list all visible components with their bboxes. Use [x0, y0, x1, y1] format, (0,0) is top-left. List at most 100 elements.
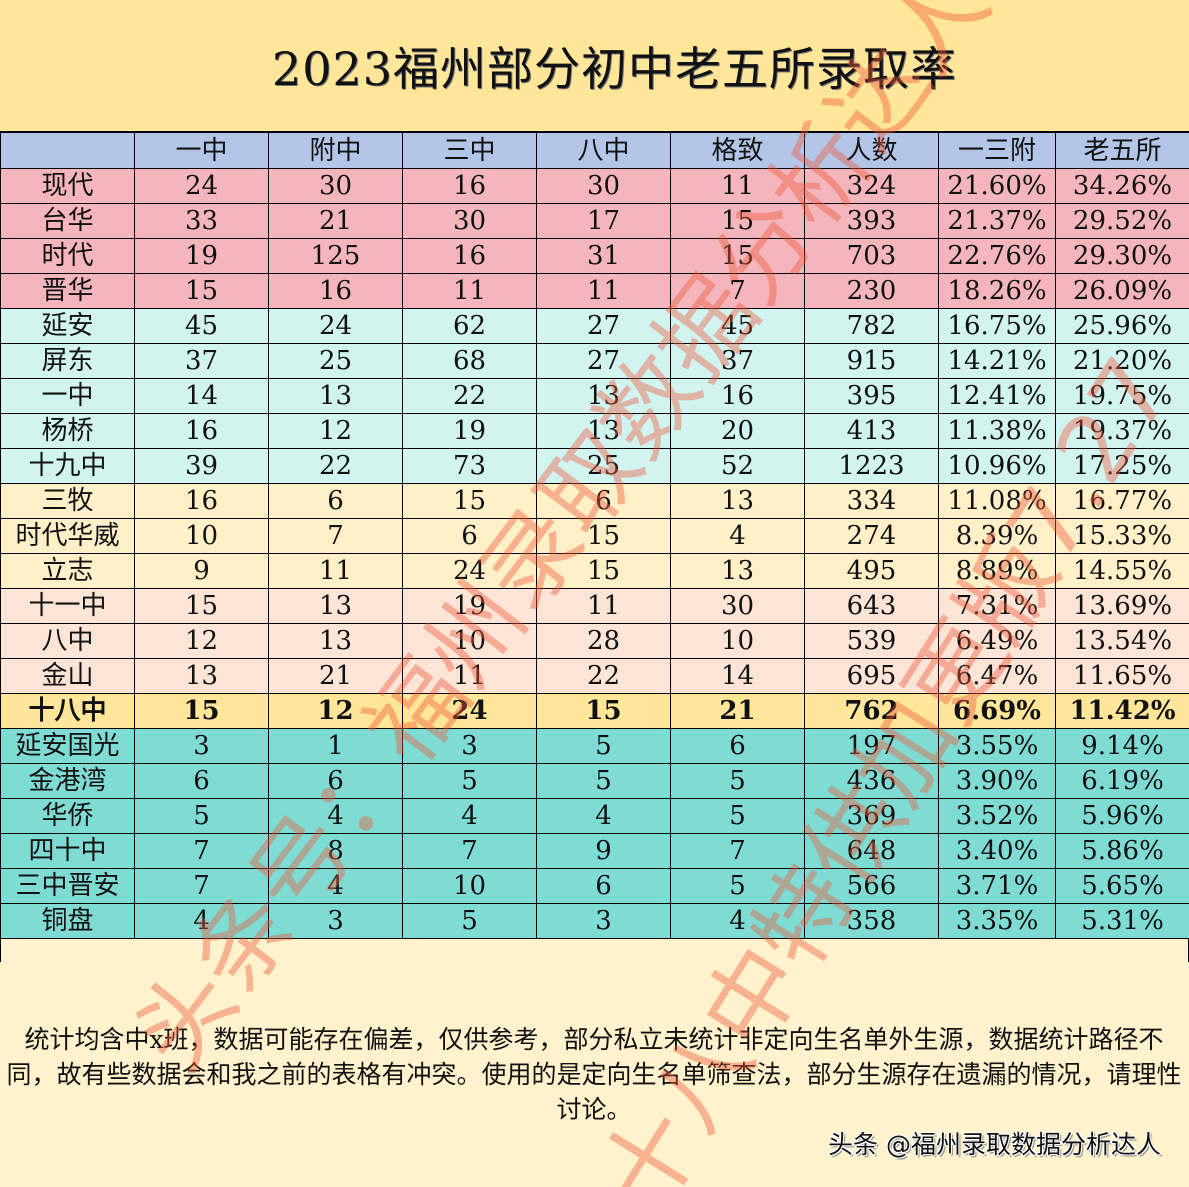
cell-school: 十八中	[0, 693, 135, 729]
cell-school: 时代	[0, 238, 135, 274]
cell-fuzhong: 8	[268, 833, 403, 869]
cell-laowusuo: 5.96%	[1055, 798, 1189, 834]
table-row: 铜盘 4 3 5 3 4 358 3.35% 5.31%	[0, 903, 1189, 939]
cell-yizhong: 24	[134, 168, 269, 204]
cell-sanzhong: 10	[402, 868, 537, 904]
cell-laowusuo: 13.69%	[1055, 588, 1189, 624]
cell-yizhong: 45	[134, 308, 269, 344]
cell-yisanfu: 3.90%	[938, 763, 1056, 799]
table-row: 十八中 15 12 24 15 21 762 6.69% 11.42%	[0, 693, 1189, 729]
cell-yizhong: 16	[134, 413, 269, 449]
cell-school: 三牧	[0, 483, 135, 519]
cell-bazhong: 13	[536, 413, 671, 449]
cell-gezhi: 15	[670, 238, 805, 274]
cell-yisanfu: 6.49%	[938, 623, 1056, 659]
cell-count: 703	[804, 238, 939, 274]
cell-bazhong: 27	[536, 343, 671, 379]
cell-sanzhong: 73	[402, 448, 537, 484]
cell-yisanfu: 21.60%	[938, 168, 1056, 204]
cell-count: 566	[804, 868, 939, 904]
cell-count: 358	[804, 903, 939, 939]
cell-bazhong: 11	[536, 273, 671, 309]
cell-school: 现代	[0, 168, 135, 204]
cell-count: 274	[804, 518, 939, 554]
table-row: 金山 13 21 11 22 14 695 6.47% 11.65%	[0, 658, 1189, 694]
cell-school: 时代华威	[0, 518, 135, 554]
cell-yisanfu: 3.52%	[938, 798, 1056, 834]
cell-count: 539	[804, 623, 939, 659]
cell-yizhong: 39	[134, 448, 269, 484]
cell-gezhi: 45	[670, 308, 805, 344]
cell-laowusuo: 5.31%	[1055, 903, 1189, 939]
cell-fuzhong: 30	[268, 168, 403, 204]
cell-yisanfu: 6.47%	[938, 658, 1056, 694]
cell-school: 四十中	[0, 833, 135, 869]
cell-school: 晋华	[0, 273, 135, 309]
cell-fuzhong: 3	[268, 903, 403, 939]
header-school	[0, 132, 135, 169]
cell-gezhi: 5	[670, 798, 805, 834]
table-row: 延安国光 3 1 3 5 6 197 3.55% 9.14%	[0, 728, 1189, 764]
cell-bazhong: 25	[536, 448, 671, 484]
table-row: 一中 14 13 22 13 16 395 12.41% 19.75%	[0, 378, 1189, 414]
cell-bazhong: 15	[536, 693, 671, 729]
cell-yizhong: 7	[134, 868, 269, 904]
cell-bazhong: 15	[536, 518, 671, 554]
cell-count: 1223	[804, 448, 939, 484]
cell-sanzhong: 15	[402, 483, 537, 519]
cell-fuzhong: 6	[268, 763, 403, 799]
cell-gezhi: 13	[670, 483, 805, 519]
author-credit: 头条 @福州录取数据分析达人	[828, 1130, 1161, 1159]
cell-yizhong: 14	[134, 378, 269, 414]
cell-yisanfu: 14.21%	[938, 343, 1056, 379]
header-fuzhong: 附中	[268, 132, 403, 169]
table-row: 八中 12 13 10 28 10 539 6.49% 13.54%	[0, 623, 1189, 659]
cell-bazhong: 13	[536, 378, 671, 414]
cell-yisanfu: 12.41%	[938, 378, 1056, 414]
cell-bazhong: 17	[536, 203, 671, 239]
cell-school: 华侨	[0, 798, 135, 834]
cell-yizhong: 16	[134, 483, 269, 519]
cell-fuzhong: 13	[268, 378, 403, 414]
cell-yisanfu: 8.39%	[938, 518, 1056, 554]
cell-sanzhong: 19	[402, 413, 537, 449]
cell-school: 屏东	[0, 343, 135, 379]
header-bazhong: 八中	[536, 132, 671, 169]
cell-bazhong: 22	[536, 658, 671, 694]
cell-sanzhong: 16	[402, 238, 537, 274]
table-row: 立志 9 11 24 15 13 495 8.89% 14.55%	[0, 553, 1189, 589]
table-row: 四十中 7 8 7 9 7 648 3.40% 5.86%	[0, 833, 1189, 869]
cell-gezhi: 5	[670, 868, 805, 904]
cell-sanzhong: 5	[402, 903, 537, 939]
cell-count: 393	[804, 203, 939, 239]
cell-bazhong: 3	[536, 903, 671, 939]
cell-bazhong: 11	[536, 588, 671, 624]
cell-school: 十九中	[0, 448, 135, 484]
table-row: 三牧 16 6 15 6 13 334 11.08% 16.77%	[0, 483, 1189, 519]
cell-sanzhong: 11	[402, 658, 537, 694]
cell-fuzhong: 6	[268, 483, 403, 519]
table-row: 十九中 39 22 73 25 52 1223 10.96% 17.25%	[0, 448, 1189, 484]
cell-yizhong: 33	[134, 203, 269, 239]
cell-fuzhong: 25	[268, 343, 403, 379]
cell-sanzhong: 24	[402, 553, 537, 589]
table-row: 时代华威 10 7 6 15 4 274 8.39% 15.33%	[0, 518, 1189, 554]
cell-sanzhong: 62	[402, 308, 537, 344]
cell-bazhong: 6	[536, 483, 671, 519]
header-sanzhong: 三中	[402, 132, 537, 169]
cell-bazhong: 27	[536, 308, 671, 344]
disclaimer-note: 统计均含中x班，数据可能存在偏差，仅供参考，部分私立未统计非定向生名单外生源，数…	[6, 1025, 1182, 1124]
cell-yisanfu: 11.38%	[938, 413, 1056, 449]
table-row: 现代 24 30 16 30 11 324 21.60% 34.26%	[0, 168, 1189, 204]
cell-sanzhong: 16	[402, 168, 537, 204]
cell-laowusuo: 5.86%	[1055, 833, 1189, 869]
cell-bazhong: 9	[536, 833, 671, 869]
cell-sanzhong: 3	[402, 728, 537, 764]
cell-count: 230	[804, 273, 939, 309]
cell-bazhong: 28	[536, 623, 671, 659]
cell-sanzhong: 11	[402, 273, 537, 309]
cell-yisanfu: 10.96%	[938, 448, 1056, 484]
cell-fuzhong: 24	[268, 308, 403, 344]
cell-sanzhong: 10	[402, 623, 537, 659]
cell-count: 495	[804, 553, 939, 589]
